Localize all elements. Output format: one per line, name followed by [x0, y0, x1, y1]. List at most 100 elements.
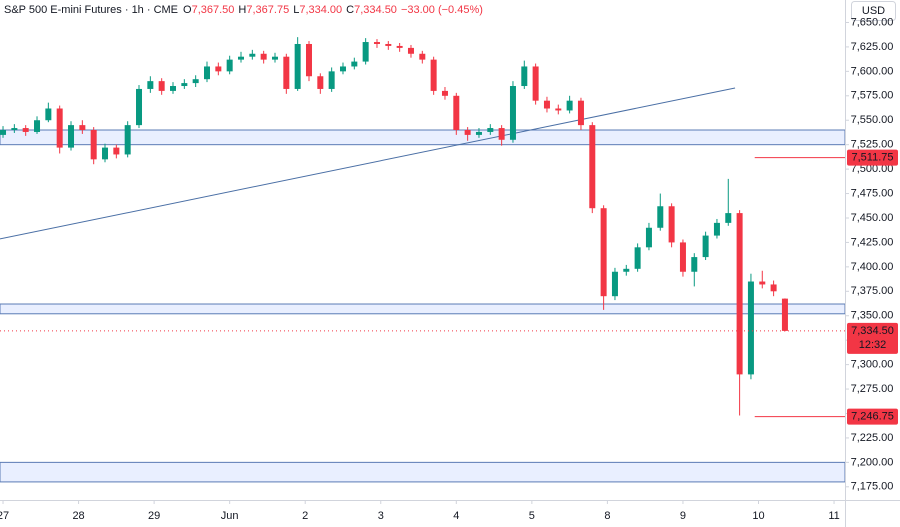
- candle-body: [204, 66, 211, 80]
- candle-body: [441, 90, 448, 96]
- y-tick-label: 7,175.00: [851, 481, 894, 493]
- candle-body: [747, 281, 754, 375]
- candle-body: [56, 108, 63, 148]
- ohlc-value: 7,334.00: [299, 4, 342, 16]
- change: −33.00 (−0.45%): [401, 4, 483, 16]
- candle-body: [226, 59, 233, 72]
- x-tick-label: 3: [378, 510, 384, 522]
- candle-body: [170, 86, 177, 91]
- candle-body: [521, 66, 528, 87]
- zone: [0, 461, 846, 483]
- x-tick-label: 10: [752, 510, 764, 522]
- legend: S&P 500 E-mini Futures · 1h · CME O7,367.…: [4, 4, 483, 16]
- candle-body: [509, 86, 516, 140]
- ohlc-value: 7,367.50: [192, 4, 235, 16]
- candle-body: [396, 45, 403, 48]
- candle-body: [102, 147, 109, 160]
- x-tick-label: 5: [529, 510, 535, 522]
- candle-body: [79, 125, 86, 131]
- countdown-label: 12:32: [859, 339, 887, 351]
- candle-body: [668, 206, 675, 243]
- candle-body: [260, 53, 267, 60]
- candle-body: [679, 242, 686, 272]
- candle-body: [657, 206, 664, 228]
- candle-body: [158, 81, 165, 91]
- candle-body: [237, 56, 244, 60]
- ohlc-value: 7,367.75: [246, 4, 289, 16]
- currency-button[interactable]: [851, 1, 896, 21]
- candle-body: [407, 47, 414, 54]
- candle-body: [464, 130, 471, 135]
- ohlc-key: C: [346, 4, 354, 16]
- x-tick-label: 29: [148, 510, 160, 522]
- candle-body: [385, 43, 392, 46]
- candle-body: [90, 130, 97, 160]
- candle-body: [181, 83, 188, 87]
- candle-body: [770, 284, 777, 292]
- candle-body: [68, 125, 75, 148]
- y-tick-label: 7,200.00: [851, 456, 894, 468]
- x-tick-label: 28: [72, 510, 84, 522]
- y-tick-label: 7,350.00: [851, 310, 894, 322]
- y-tick-label: 7,525.00: [851, 139, 894, 151]
- x-tick-label: Jun: [221, 510, 239, 522]
- candle-body: [305, 43, 312, 77]
- y-tick-label: 7,650.00: [851, 16, 894, 28]
- symbol: S&P 500 E-mini Futures · 1h · CME: [4, 4, 178, 16]
- candle-body: [271, 56, 278, 60]
- plot-area: [0, 37, 846, 483]
- y-tick-label: 7,400.00: [851, 261, 894, 273]
- candle-body: [317, 76, 324, 89]
- y-tick-label: 7,300.00: [851, 359, 894, 371]
- ohlc-key: H: [238, 4, 246, 16]
- candle-body: [124, 125, 131, 155]
- y-tick-label: 7,425.00: [851, 236, 894, 248]
- candle-body: [34, 120, 41, 132]
- current-price-label: 7,334.50: [851, 325, 894, 337]
- ohlc-key: O: [183, 4, 192, 16]
- candle-body: [362, 42, 369, 62]
- candle-body: [11, 128, 18, 131]
- candle-body: [283, 56, 290, 89]
- zone: [0, 303, 846, 315]
- candle-body: [691, 257, 698, 272]
- candle-body: [713, 222, 720, 236]
- candle-body: [351, 61, 358, 67]
- ohlc-key: L: [293, 4, 299, 16]
- candle-body: [781, 298, 788, 331]
- x-tick-label: 27: [0, 510, 9, 522]
- candle-body: [645, 227, 652, 248]
- price-tag-label: 7,246.75: [851, 411, 894, 423]
- current-price-tag: [847, 322, 898, 354]
- candle-body: [600, 208, 607, 297]
- candle-body: [147, 81, 154, 89]
- y-tick-label: 7,600.00: [851, 65, 894, 77]
- candle-body: [113, 147, 120, 155]
- currency-label[interactable]: USD: [862, 5, 885, 17]
- x-tick-label: 8: [604, 510, 610, 522]
- x-tick-label: 11: [828, 510, 839, 522]
- y-tick-label: 7,225.00: [851, 432, 894, 444]
- candle-body: [45, 108, 52, 121]
- candle-body: [611, 271, 618, 297]
- candle-body: [136, 88, 143, 126]
- candle-body: [373, 42, 380, 44]
- y-tick-label: 7,450.00: [851, 212, 894, 224]
- candle-body: [192, 79, 199, 84]
- price-tag-label: 7,511.75: [851, 152, 893, 164]
- y-tick-label: 7,475.00: [851, 187, 894, 199]
- candle-body: [215, 66, 222, 72]
- candle-body: [566, 100, 573, 111]
- candle-body: [339, 66, 346, 72]
- candle-body: [453, 95, 460, 131]
- trend-line: [0, 87, 736, 240]
- candle-body: [532, 66, 539, 101]
- candle-body: [634, 247, 641, 269]
- candle-body: [759, 281, 766, 285]
- y-tick-label: 7,375.00: [851, 285, 894, 297]
- candle-body: [555, 108, 562, 111]
- candle-body: [623, 268, 630, 272]
